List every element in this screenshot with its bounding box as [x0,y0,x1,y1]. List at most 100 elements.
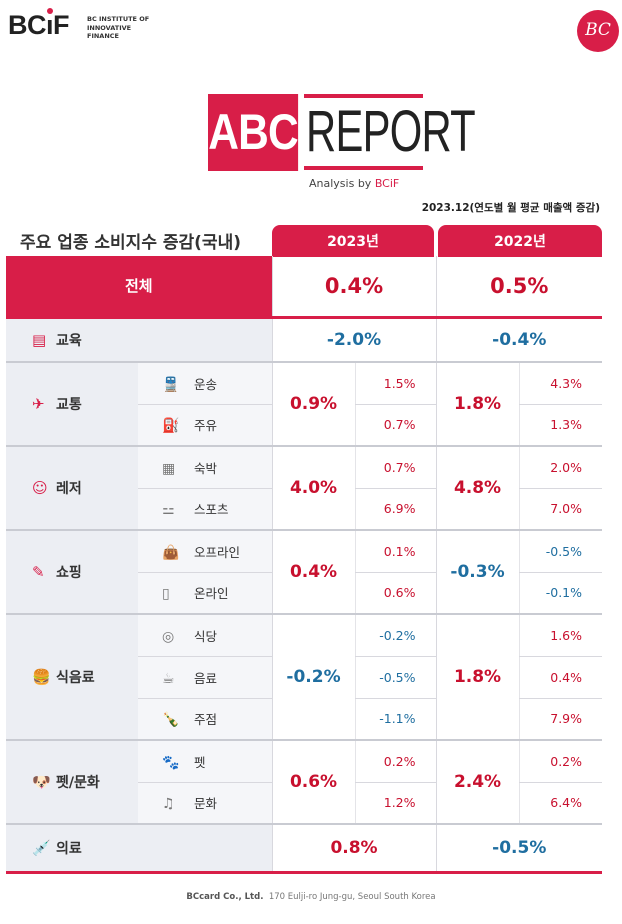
category-label: 쇼핑 [56,565,82,581]
sub-value-2022: 2.0% [518,446,603,489]
subcategory-cell: 🐾 펫 [138,740,273,783]
paw-icon: 🐾 [162,754,180,771]
category-cell: ☺ 레저 [6,446,138,531]
subcategory-row: 🐶 펫/문화 🐾 펫 0.6% 0.2% 2.4% 0.2% [6,740,603,825]
bc-card-logo: BC [577,10,619,52]
subcategory-label: 운송 [194,376,218,392]
category-label: 레저 [56,481,82,497]
dog-icon: 🐶 [32,773,51,791]
sub-value-2023: 0.1% [354,530,437,573]
footer-address: 170 Eulji-ro Jung-gu, Seoul South Korea [268,892,436,902]
sub-value-2022: 6.4% [518,782,603,825]
value-2022: 1.8% [435,614,520,741]
sub-value-2023: 0.2% [354,740,437,783]
card-payment-icon: ✎ [32,563,45,581]
smiley-icon: ☺ [32,479,48,497]
category-cell: ✈ 교통 [6,362,138,447]
champagne-bucket-icon: 🍾 [162,712,180,729]
sub-value-2022: 1.3% [518,404,603,447]
sub-value-2023: -0.5% [354,656,437,699]
subcategory-label: 펫 [194,754,206,770]
sub-value-2023: 0.7% [354,404,437,447]
subcategory-row: ☕ 음료 -0.5% 0.4% [6,656,603,699]
analysis-prefix: Analysis by [309,177,375,190]
subcategory-label: 오프라인 [194,544,241,560]
institute-name: BC INSTITUTE OF INNOVATIVE FINANCE [87,15,150,40]
total-label: 전체 [6,256,273,319]
analysis-by: Analysis by BCiF [309,177,399,190]
sub-value-2023: -0.2% [354,614,437,657]
sub-value-2022: -0.1% [518,572,603,615]
subcategory-label: 주유 [194,418,218,434]
dumbbell-icon: ⚍ [162,502,175,519]
sub-value-2023: -1.1% [354,698,437,741]
hotel-icon: ▦ [162,460,176,477]
category-cell: ▤ 교육 [6,317,273,363]
value-2022: 1.8% [435,362,520,447]
tab-2023: 2023년 [272,225,434,257]
date-note: 2023.12(연도별 월 평균 매출액 증감) [421,202,600,214]
value-2023: 0.4% [271,530,356,615]
subcategory-cell: 🚆 운송 [138,362,273,405]
bcif-logo: BCı F [8,8,70,40]
category-label: 펫/문화 [56,775,100,791]
plate-icon: ◎ [162,628,175,645]
subcategory-label: 주점 [194,712,218,728]
subcategory-row: 🍔 식음료 ◎ 식당 -0.2% -0.2% 1.8% 1.6% [6,614,603,741]
report-logo: REPORT [306,99,476,164]
analysis-brand: BCiF [374,177,400,190]
sub-value-2022: 7.9% [518,698,603,741]
category-cell: 🍔 식음료 [6,614,138,741]
value-2023: 4.0% [271,446,356,531]
sub-value-2023: 1.2% [354,782,437,825]
value-2023: -2.0% [271,317,437,363]
category-cell: 💉 의료 [6,824,273,874]
total-2023: 0.4% [271,256,437,319]
table-title: 주요 업종 소비지수 증감(국내) [20,233,241,253]
sub-value-2022: 1.6% [518,614,603,657]
category-cell: ✎ 쇼핑 [6,530,138,615]
sub-value-2023: 1.5% [354,362,437,405]
airplane-icon: ✈ [32,395,45,413]
sub-value-2022: 4.3% [518,362,603,405]
subcategory-label: 스포츠 [194,502,229,518]
coffee-cup-icon: ☕ [162,670,175,687]
value-2022: -0.4% [435,317,603,363]
subcategory-label: 숙박 [194,460,218,476]
subcategory-label: 문화 [194,796,218,812]
sub-value-2022: -0.5% [518,530,603,573]
shopping-bag-icon: 👜 [162,544,180,561]
subcategory-cell: 🍾 주점 [138,698,273,741]
sub-value-2023: 0.6% [354,572,437,615]
subcategory-label: 음료 [194,670,218,686]
consumption-index-table: 전체 0.4% 0.5% ▤ 교육 -2.0% -0.4% ✈ 교통 🚆 운송 0.9% 1.… [6,256,603,874]
footer-company: BCcard Co., Ltd. [186,892,264,902]
subcategory-row: 🍾 주점 -1.1% 7.9% [6,698,603,741]
value-2022: -0.3% [435,530,520,615]
syringe-icon: 💉 [32,838,51,857]
tab-2022: 2022년 [438,225,602,257]
subcategory-label: 식당 [194,628,218,644]
sub-value-2022: 7.0% [518,488,603,531]
value-2023: 0.8% [271,824,437,874]
burger-drink-icon: 🍔 [32,668,51,686]
subcategory-row: ✈ 교통 🚆 운송 0.9% 1.5% 1.8% 4.3% [6,362,603,447]
subcategory-cell: ☕ 음료 [138,656,273,699]
sub-value-2022: 0.2% [518,740,603,783]
category-label: 식음료 [56,670,95,686]
value-2022: 2.4% [435,740,520,825]
fuel-pump-icon: ⛽ [162,418,180,435]
subcategory-row: ♫ 문화 1.2% 6.4% [6,782,603,825]
subcategory-row: ✎ 쇼핑 👜 오프라인 0.4% 0.1% -0.3% -0.5% [6,530,603,615]
sub-value-2023: 0.7% [354,446,437,489]
subcategory-cell: ◎ 식당 [138,614,273,657]
sub-value-2023: 6.9% [354,488,437,531]
subcategory-cell: ⛽ 주유 [138,404,273,447]
subcategory-row: ⛽ 주유 0.7% 1.3% [6,404,603,447]
category-label: 교통 [56,397,82,413]
category-row: ▤ 교육 -2.0% -0.4% [6,317,603,363]
subcategory-cell: ▦ 숙박 [138,446,273,489]
book-icon: ▤ [32,330,47,349]
footer: BCcard Co., Ltd. 170 Eulji-ro Jung-gu, S… [0,892,622,902]
divider [304,166,423,170]
